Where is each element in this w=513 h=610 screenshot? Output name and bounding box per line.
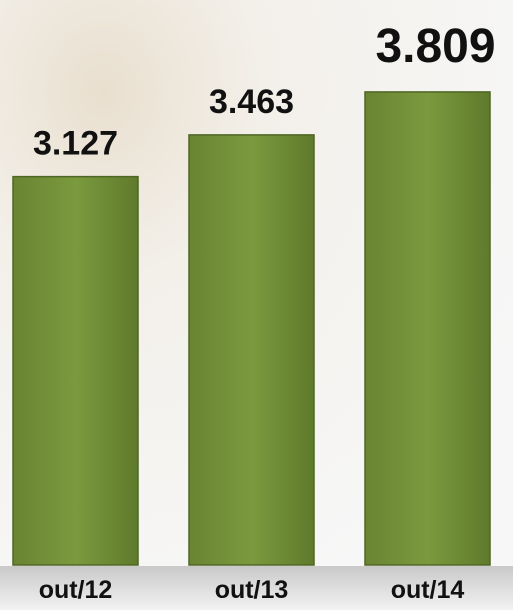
value-label: 3.463 [209, 83, 294, 121]
x-tick-label: out/13 [215, 576, 289, 604]
footer-band [0, 566, 513, 610]
bar [364, 91, 491, 566]
bar [188, 134, 315, 566]
bar [12, 175, 139, 566]
value-label: 3.127 [33, 125, 118, 163]
value-label: 3.809 [375, 20, 495, 73]
x-tick-label: out/12 [39, 576, 113, 604]
x-tick-label: out/14 [391, 576, 465, 604]
